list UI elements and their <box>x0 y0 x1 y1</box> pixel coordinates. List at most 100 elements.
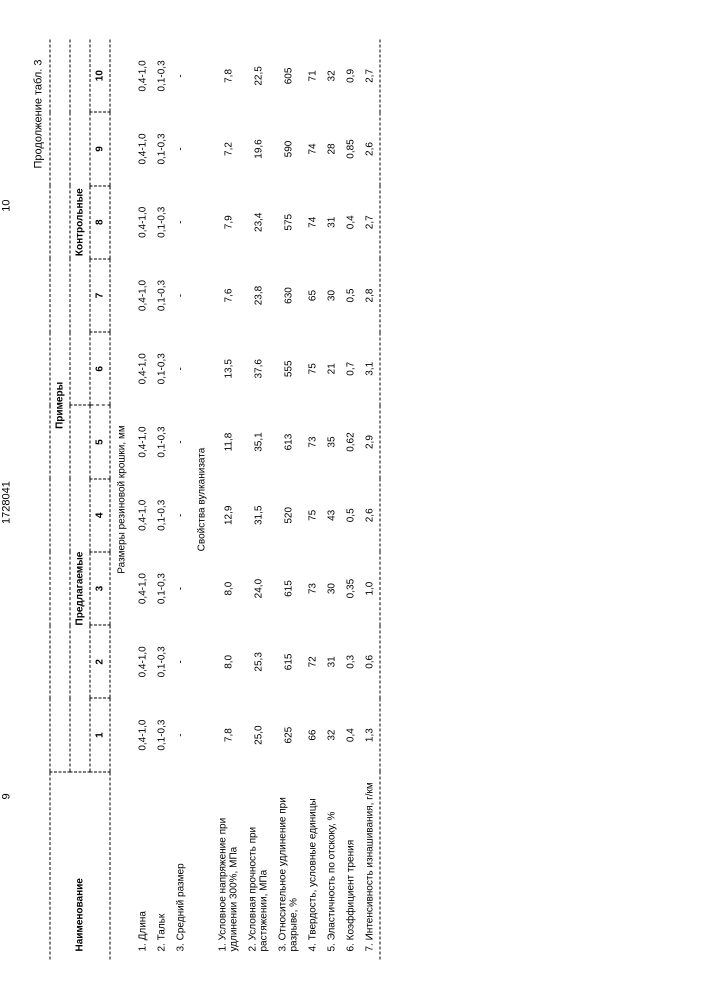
col-5: 5 <box>90 405 110 478</box>
table-cell: 8,0 <box>214 625 244 698</box>
table-cell: 590 <box>274 112 304 185</box>
row-label: 6. Коэффициент трения <box>342 772 361 960</box>
col-6: 6 <box>90 332 110 405</box>
table-cell: 25,0 <box>244 698 274 771</box>
row-label: 1. Длина <box>134 772 153 960</box>
table-cell: 0,1-0,3 <box>153 259 172 332</box>
table-cell: - <box>172 552 191 625</box>
group-proposed: Предлагаемые <box>70 405 90 771</box>
table-cell: 19,6 <box>244 112 274 185</box>
table-cell: 0,1-0,3 <box>153 332 172 405</box>
table-cell: 7,8 <box>214 698 244 771</box>
table-cell: 0,3 <box>342 625 361 698</box>
table-cell: 0,1-0,3 <box>153 186 172 259</box>
table-continuation-label: Продолжение табл. 3 <box>33 0 45 1000</box>
table-cell: 0,4 <box>342 698 361 771</box>
col-10: 10 <box>90 40 110 113</box>
table-cell: 23,4 <box>244 186 274 259</box>
col-8: 8 <box>90 186 110 259</box>
table-cell: 0,4-1,0 <box>134 552 153 625</box>
col-2: 2 <box>90 625 110 698</box>
table-cell: 22,5 <box>244 40 274 113</box>
col-1: 1 <box>90 698 110 771</box>
table-cell: 12,9 <box>214 479 244 552</box>
table-cell: 0,1-0,3 <box>153 405 172 478</box>
table-cell: 630 <box>274 259 304 332</box>
table-cell: 31 <box>323 186 342 259</box>
table-cell: 0,4-1,0 <box>134 332 153 405</box>
table-cell: 2,6 <box>361 112 381 185</box>
table-cell: 2,7 <box>361 186 381 259</box>
table-cell: 32 <box>323 698 342 771</box>
table-cell: 0,85 <box>342 112 361 185</box>
table-cell: 74 <box>304 186 323 259</box>
table-cell: 23,8 <box>244 259 274 332</box>
table-cell: 21 <box>323 332 342 405</box>
table-cell: 0,1-0,3 <box>153 552 172 625</box>
table-cell: 65 <box>304 259 323 332</box>
table-cell: 0,4-1,0 <box>134 698 153 771</box>
page-number-left: 9 <box>1 793 13 799</box>
table-cell: 2,8 <box>361 259 381 332</box>
col-7: 7 <box>90 259 110 332</box>
section1-title: Размеры резиновой крошки, мм <box>110 40 134 960</box>
table-cell: 0,6 <box>361 625 381 698</box>
page-header: 9 1728041 10 <box>1 0 13 1000</box>
table-cell: 0,4 <box>342 186 361 259</box>
table-cell: 0,4-1,0 <box>134 405 153 478</box>
table-cell: 13,5 <box>214 332 244 405</box>
examples-header: Примеры <box>50 40 70 772</box>
table-cell: 0,62 <box>342 405 361 478</box>
table-cell: 0,7 <box>342 332 361 405</box>
table-cell: 35,1 <box>244 405 274 478</box>
data-table: Наименование Примеры Предлагаемые Контро… <box>50 40 381 960</box>
table-cell: - <box>172 186 191 259</box>
table-cell: 520 <box>274 479 304 552</box>
table-cell: 30 <box>323 259 342 332</box>
table-cell: 1,0 <box>361 552 381 625</box>
table-cell: 0,4-1,0 <box>134 625 153 698</box>
table-cell: 1,3 <box>361 698 381 771</box>
table-cell: - <box>172 332 191 405</box>
col-4: 4 <box>90 479 110 552</box>
col-9: 9 <box>90 112 110 185</box>
table-cell: 7,2 <box>214 112 244 185</box>
row-label: 5. Эластичность по отскоку, % <box>323 772 342 960</box>
table-cell: 73 <box>304 405 323 478</box>
row-label: 2. Условная прочность при растяжении, МП… <box>244 772 274 960</box>
col-header-name: Наименование <box>50 772 110 960</box>
row-label: 2. Тальк <box>153 772 172 960</box>
table-cell: 2,9 <box>361 405 381 478</box>
table-cell: 74 <box>304 112 323 185</box>
table-cell: 0,1-0,3 <box>153 40 172 113</box>
table-cell: 7,6 <box>214 259 244 332</box>
table-cell: - <box>172 405 191 478</box>
table-cell: 7,9 <box>214 186 244 259</box>
table-cell: 0,4-1,0 <box>134 259 153 332</box>
table-cell: 24,0 <box>244 552 274 625</box>
table-cell: 0,1-0,3 <box>153 479 172 552</box>
row-label: 1. Условное напряжение при удлинении 300… <box>214 772 244 960</box>
table-cell: - <box>172 112 191 185</box>
table-cell: 0,1-0,3 <box>153 698 172 771</box>
table-cell: 0,1-0,3 <box>153 112 172 185</box>
table-cell: 0,5 <box>342 479 361 552</box>
table-cell: 555 <box>274 332 304 405</box>
table-cell: 31 <box>323 625 342 698</box>
col-3: 3 <box>90 552 110 625</box>
row-label: 4. Твердость, условные единицы <box>304 772 323 960</box>
table-cell: - <box>172 40 191 113</box>
table-cell: 73 <box>304 552 323 625</box>
table-cell: - <box>172 698 191 771</box>
table-cell: 32 <box>323 40 342 113</box>
table-cell: 8,0 <box>214 552 244 625</box>
row-label: 3. Относительное удлинение при разрыве, … <box>274 772 304 960</box>
table-cell: 625 <box>274 698 304 771</box>
table-cell: 0,4-1,0 <box>134 479 153 552</box>
table-cell: 11,8 <box>214 405 244 478</box>
table-cell: 71 <box>304 40 323 113</box>
table-cell: 2,7 <box>361 40 381 113</box>
table-cell: 605 <box>274 40 304 113</box>
table-cell: 0,4-1,0 <box>134 186 153 259</box>
table-cell: 0,1-0,3 <box>153 625 172 698</box>
